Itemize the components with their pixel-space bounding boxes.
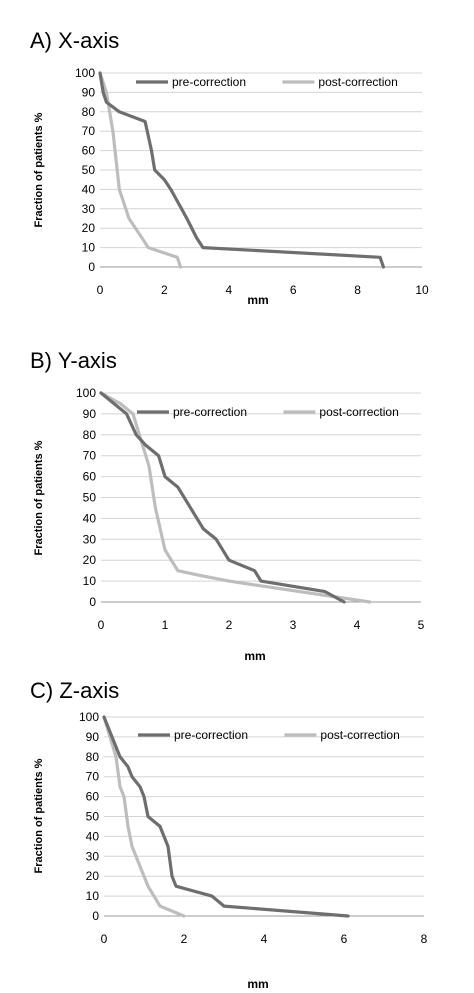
y-tick-label: 0 [88,260,95,274]
chart-panel-y-axis: B) Y-axis 0 10 20 30 40 50 60 70 80 90 100 0 1 2 3 4 5 mm… [0,330,474,660]
x-tick-label: 6 [341,932,348,946]
x-tick-label: 10 [415,283,429,297]
series-line-pre-correction [99,391,346,604]
y-tick-label: 100 [75,66,95,80]
y-tick-label: 70 [82,124,96,138]
legend-label: post-correction [319,405,398,419]
series-line-post-correction [102,715,186,918]
y-tick-label: 10 [83,574,97,588]
series-line-pre-correction [98,71,385,269]
chart-z-axis: 0 10 20 30 40 50 60 70 80 90 100 0 2 4 6 8 mm Fraction of… [33,710,428,991]
x-tick-label: 8 [354,283,361,297]
chart-title: C) Z-axis [30,678,120,703]
y-tick-label: 90 [86,730,100,744]
x-tick-label: 5 [418,618,425,632]
y-tick-label: 10 [86,889,100,903]
y-tick-label: 70 [86,770,100,784]
legend-label: pre-correction [174,728,248,742]
y-tick-label: 20 [83,553,97,567]
legend-label: post-correction [320,728,399,742]
y-tick-label: 0 [92,909,99,923]
y-tick-label: 40 [86,829,100,843]
chart-title: B) Y-axis [30,348,117,373]
y-tick-label: 50 [83,491,97,505]
y-tick-label: 100 [76,386,96,400]
y-tick-label: 30 [83,532,97,546]
x-tick-label: 8 [421,932,428,946]
x-tick-label: 0 [101,932,108,946]
y-tick-label: 60 [86,790,100,804]
y-tick-label: 50 [86,810,100,824]
y-tick-label: 20 [82,221,96,235]
x-tick-label: 4 [354,618,361,632]
y-tick-label: 100 [79,710,99,724]
series-line-post-correction [99,391,372,604]
x-axis-label: mm [247,293,268,307]
y-tick-label: 20 [86,869,100,883]
x-tick-label: 4 [261,932,268,946]
x-tick-label: 6 [290,283,297,297]
y-tick-label: 90 [83,407,97,421]
x-tick-label: 3 [290,618,297,632]
chart-title: A) X-axis [30,28,120,53]
legend-label: pre-correction [172,75,246,89]
y-axis-label: Fraction of patients % [33,440,45,555]
y-tick-label: 90 [82,85,96,99]
y-tick-label: 10 [82,241,96,255]
y-tick-label: 80 [82,105,96,119]
x-tick-label: 4 [225,283,232,297]
y-tick-label: 60 [82,144,96,158]
y-tick-label: 30 [86,849,100,863]
x-tick-label: 2 [226,618,233,632]
y-tick-label: 40 [83,511,97,525]
y-tick-label: 0 [89,595,96,609]
y-axis-label: Fraction of patients % [33,112,45,227]
y-tick-label: 80 [86,750,100,764]
x-tick-label: 2 [181,932,188,946]
x-tick-label: 0 [98,618,105,632]
y-axis-label: Fraction of patients % [33,758,45,873]
y-tick-label: 80 [83,428,97,442]
y-tick-label: 40 [82,182,96,196]
y-tick-label: 30 [82,202,96,216]
x-tick-label: 1 [162,618,169,632]
x-tick-label: 0 [97,283,104,297]
legend-label: pre-correction [173,405,247,419]
series-line-pre-correction [102,715,350,918]
y-tick-label: 70 [83,449,97,463]
chart-y-axis: 0 10 20 30 40 50 60 70 80 90 100 0 1 2 3 4 5 mm Fraction o… [33,386,425,660]
legend-label: post-correction [318,75,397,89]
chart-panel-x-axis: A) X-axis 0 10 20 30 40 50 60 70 80 90 100 0 2 4 6 8 10 m… [0,0,474,330]
x-tick-label: 2 [161,283,168,297]
y-tick-label: 50 [82,163,96,177]
x-axis-label: mm [244,649,265,660]
y-tick-label: 60 [83,470,97,484]
x-axis-label: mm [247,977,268,991]
chart-panel-z-axis: C) Z-axis 0 10 20 30 40 50 60 70 80 90 100 0 2 4 6 8 mm F… [0,660,474,993]
chart-x-axis: 0 10 20 30 40 50 60 70 80 90 100 0 2 4 6 8 10 mm Fraction … [33,66,429,307]
